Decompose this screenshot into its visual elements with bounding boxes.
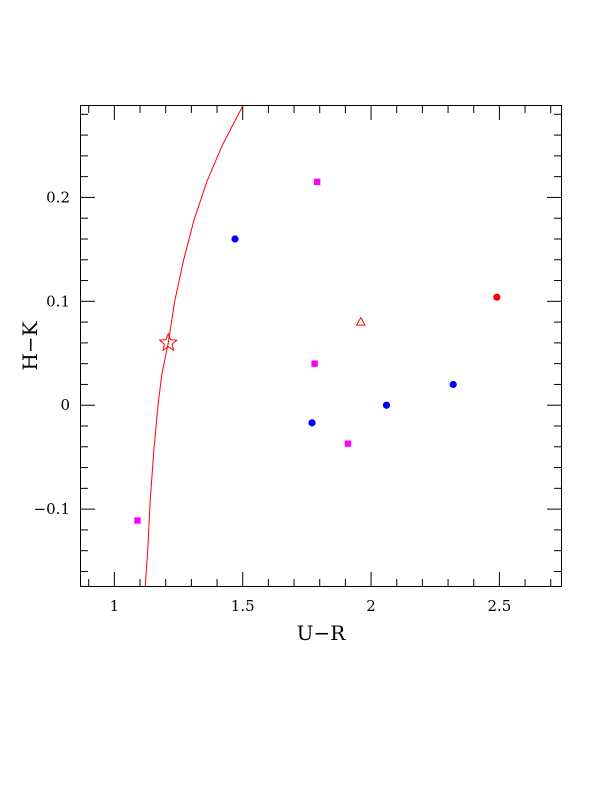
data-point-circle: [308, 419, 316, 427]
x-tick-label: 1.5: [231, 597, 255, 615]
data-point-circle: [449, 380, 457, 389]
x-tick-labels: 1 1.5 2 2.5: [110, 597, 512, 615]
data-point-triangle: [355, 316, 366, 326]
data-point-circle: [231, 235, 239, 243]
y-tick-label: 0.1: [46, 292, 70, 310]
x-tick-label: 2: [366, 597, 376, 615]
y-tick-label: −0.1: [34, 500, 70, 518]
data-point-square: [313, 178, 321, 186]
data-point-star: [158, 332, 179, 352]
data-points: [134, 178, 501, 524]
y-tick-labels: −0.1 0 0.1 0.2: [34, 188, 70, 518]
x-tick-label: 1: [110, 597, 120, 615]
data-point-circle: [382, 401, 391, 409]
x-axis-label: U−R: [297, 621, 347, 645]
y-tick-label: 0: [60, 396, 70, 414]
data-point-square: [311, 360, 318, 367]
data-point-square: [344, 440, 352, 447]
data-point-square: [134, 517, 141, 524]
y-tick-label: 0.2: [46, 188, 70, 206]
data-point-circle: [493, 293, 501, 301]
y-axis-label: H−K: [18, 320, 42, 370]
plot-frame: [80, 105, 562, 587]
model-curve: [144, 105, 244, 587]
x-tick-label: 2.5: [487, 597, 511, 615]
axis-ticks: [81, 106, 561, 586]
